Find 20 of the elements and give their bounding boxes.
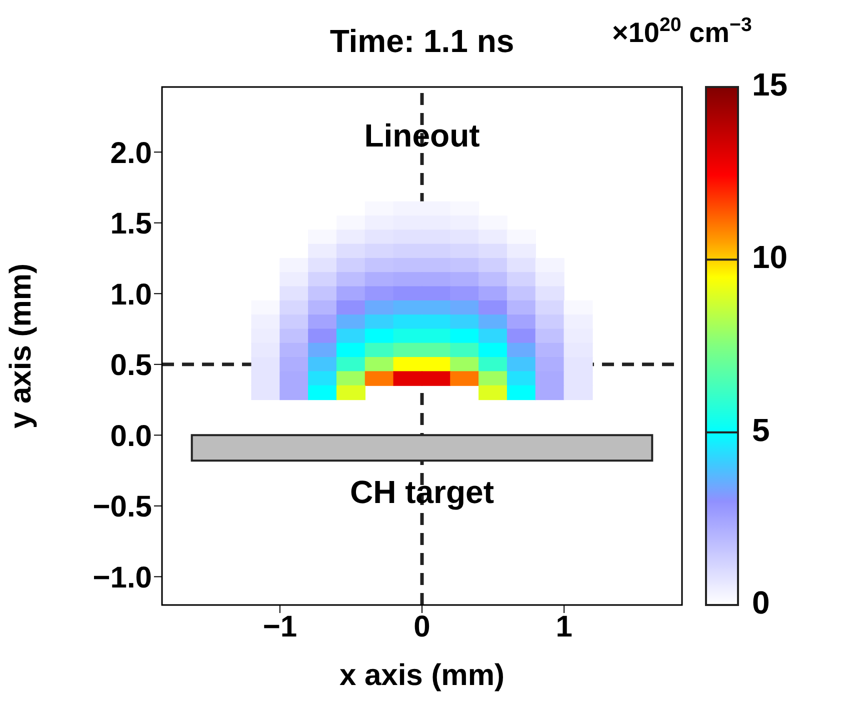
y-tick-label: 2.0 xyxy=(110,136,152,170)
color-bar-title: ×10$^{20}$ cm$^{−3}$ xyxy=(612,14,752,48)
y-tick-label: 0.5 xyxy=(110,349,152,382)
chart-title: Time: 1.1 ns xyxy=(330,23,514,59)
y-axis-title: y axis (mm) xyxy=(4,263,38,429)
y-tick-label: −1.0 xyxy=(92,561,152,594)
x-tick-label: −1 xyxy=(262,610,298,644)
color-bar-label: 10 xyxy=(752,239,788,276)
color-bar-label: 5 xyxy=(752,412,770,448)
annotation: CH target xyxy=(350,474,494,510)
color-bar-label: 0 xyxy=(752,584,770,620)
y-tick-label: −0.5 xyxy=(92,490,152,524)
annotation: Lineout xyxy=(364,117,480,154)
x-tick-label: 0 xyxy=(414,610,430,644)
y-tick-label: 1.5 xyxy=(110,208,152,241)
x-axis-title: x axis (mm) xyxy=(339,659,505,692)
y-tick-label: 0.0 xyxy=(110,420,152,453)
color-bar-label: 15 xyxy=(752,66,788,102)
y-tick-label: 1.0 xyxy=(110,278,152,312)
x-tick-label: 1 xyxy=(556,610,572,644)
